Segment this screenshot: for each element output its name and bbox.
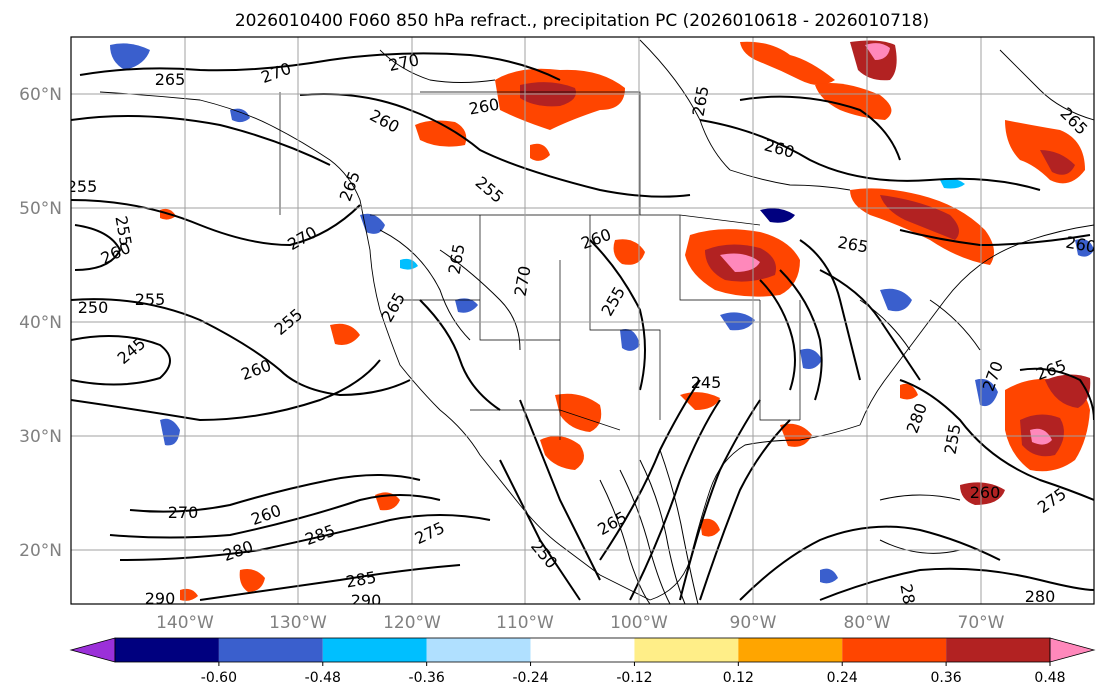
lat-label: 20°N bbox=[19, 541, 62, 561]
colorbar-outline bbox=[114, 637, 1051, 663]
contour-label: 250 bbox=[78, 298, 109, 317]
contour-label: 255 bbox=[135, 290, 166, 309]
colorbar: -0.60 -0.48 -0.36 -0.24 -0.12 0.12 0.24 0.36 0.4… bbox=[69, 637, 1096, 686]
contour-label: 260 bbox=[970, 483, 1001, 502]
figure-title: 2026010400 F060 850 hPa refract., precip… bbox=[235, 11, 929, 31]
colorbar-tick-label: 0.48 bbox=[1034, 670, 1065, 686]
longitude-labels: 140°W 130°W 120°W 110°W 100°W 90°W 80°W … bbox=[156, 613, 1005, 633]
contour-label: 270 bbox=[168, 503, 199, 522]
precipitation-shading bbox=[110, 40, 1094, 601]
colorbar-extension-low bbox=[69, 637, 116, 663]
colorbar-segment bbox=[322, 638, 427, 662]
colorbar-segment bbox=[530, 638, 635, 662]
colorbar-tick-label: -0.36 bbox=[409, 670, 445, 686]
contour-label: 280 bbox=[1025, 587, 1056, 606]
lon-label: 100°W bbox=[610, 613, 668, 633]
lon-label: 80°W bbox=[844, 613, 891, 633]
lon-label: 120°W bbox=[383, 613, 441, 633]
colorbar-tick-label: 0.36 bbox=[931, 670, 962, 686]
lat-label: 60°N bbox=[19, 85, 62, 105]
colorbar-segments bbox=[69, 637, 1096, 663]
contour-label: 245 bbox=[691, 373, 722, 392]
colorbar-segment bbox=[426, 638, 531, 662]
lon-label: 90°W bbox=[730, 613, 777, 633]
lat-label: 50°N bbox=[19, 199, 62, 219]
map-background bbox=[71, 37, 1094, 604]
map-panel: 270 270 265 260 265 265 260 255 255 255 … bbox=[67, 36, 1095, 615]
borders bbox=[279, 91, 801, 440]
lat-lon-grid bbox=[71, 37, 1094, 604]
map-frame bbox=[70, 36, 1095, 605]
colorbar-segment bbox=[115, 638, 219, 662]
colorbar-tick-label: -0.12 bbox=[616, 670, 652, 686]
colorbar-segment bbox=[634, 638, 739, 662]
lon-label: 130°W bbox=[269, 613, 327, 633]
coastlines bbox=[99, 39, 1094, 601]
lon-label: 70°W bbox=[958, 613, 1005, 633]
contour-label: 265 bbox=[155, 70, 186, 89]
colorbar-tick-labels: -0.60 -0.48 -0.36 -0.24 -0.12 0.12 0.24 0.36 0.4… bbox=[201, 670, 1066, 686]
colorbar-tick-label: 0.12 bbox=[723, 670, 754, 686]
refractivity-contours bbox=[71, 52, 1094, 601]
colorbar-tick-label: -0.48 bbox=[305, 670, 341, 686]
contour-label: 290 bbox=[145, 589, 176, 608]
colorbar-segment bbox=[946, 638, 1050, 662]
colorbar-tick-label: -0.60 bbox=[201, 670, 237, 686]
colorbar-segment bbox=[738, 638, 843, 662]
colorbar-tick-label: -0.24 bbox=[512, 670, 548, 686]
contour-label: 285 bbox=[896, 582, 920, 615]
lat-label: 30°N bbox=[19, 427, 62, 447]
latitude-labels: 60°N 50°N 40°N 30°N 20°N bbox=[19, 85, 62, 561]
lon-label: 110°W bbox=[496, 613, 554, 633]
colorbar-segment bbox=[842, 638, 947, 662]
colorbar-segment bbox=[218, 638, 323, 662]
contour-label: 290 bbox=[351, 591, 382, 610]
colorbar-extension-high bbox=[1049, 637, 1096, 663]
lon-label: 140°W bbox=[156, 613, 214, 633]
colorbar-ticks bbox=[218, 662, 1051, 666]
lat-label: 40°N bbox=[19, 313, 62, 333]
colorbar-tick-label: 0.24 bbox=[827, 670, 858, 686]
contour-label: 255 bbox=[67, 177, 98, 196]
